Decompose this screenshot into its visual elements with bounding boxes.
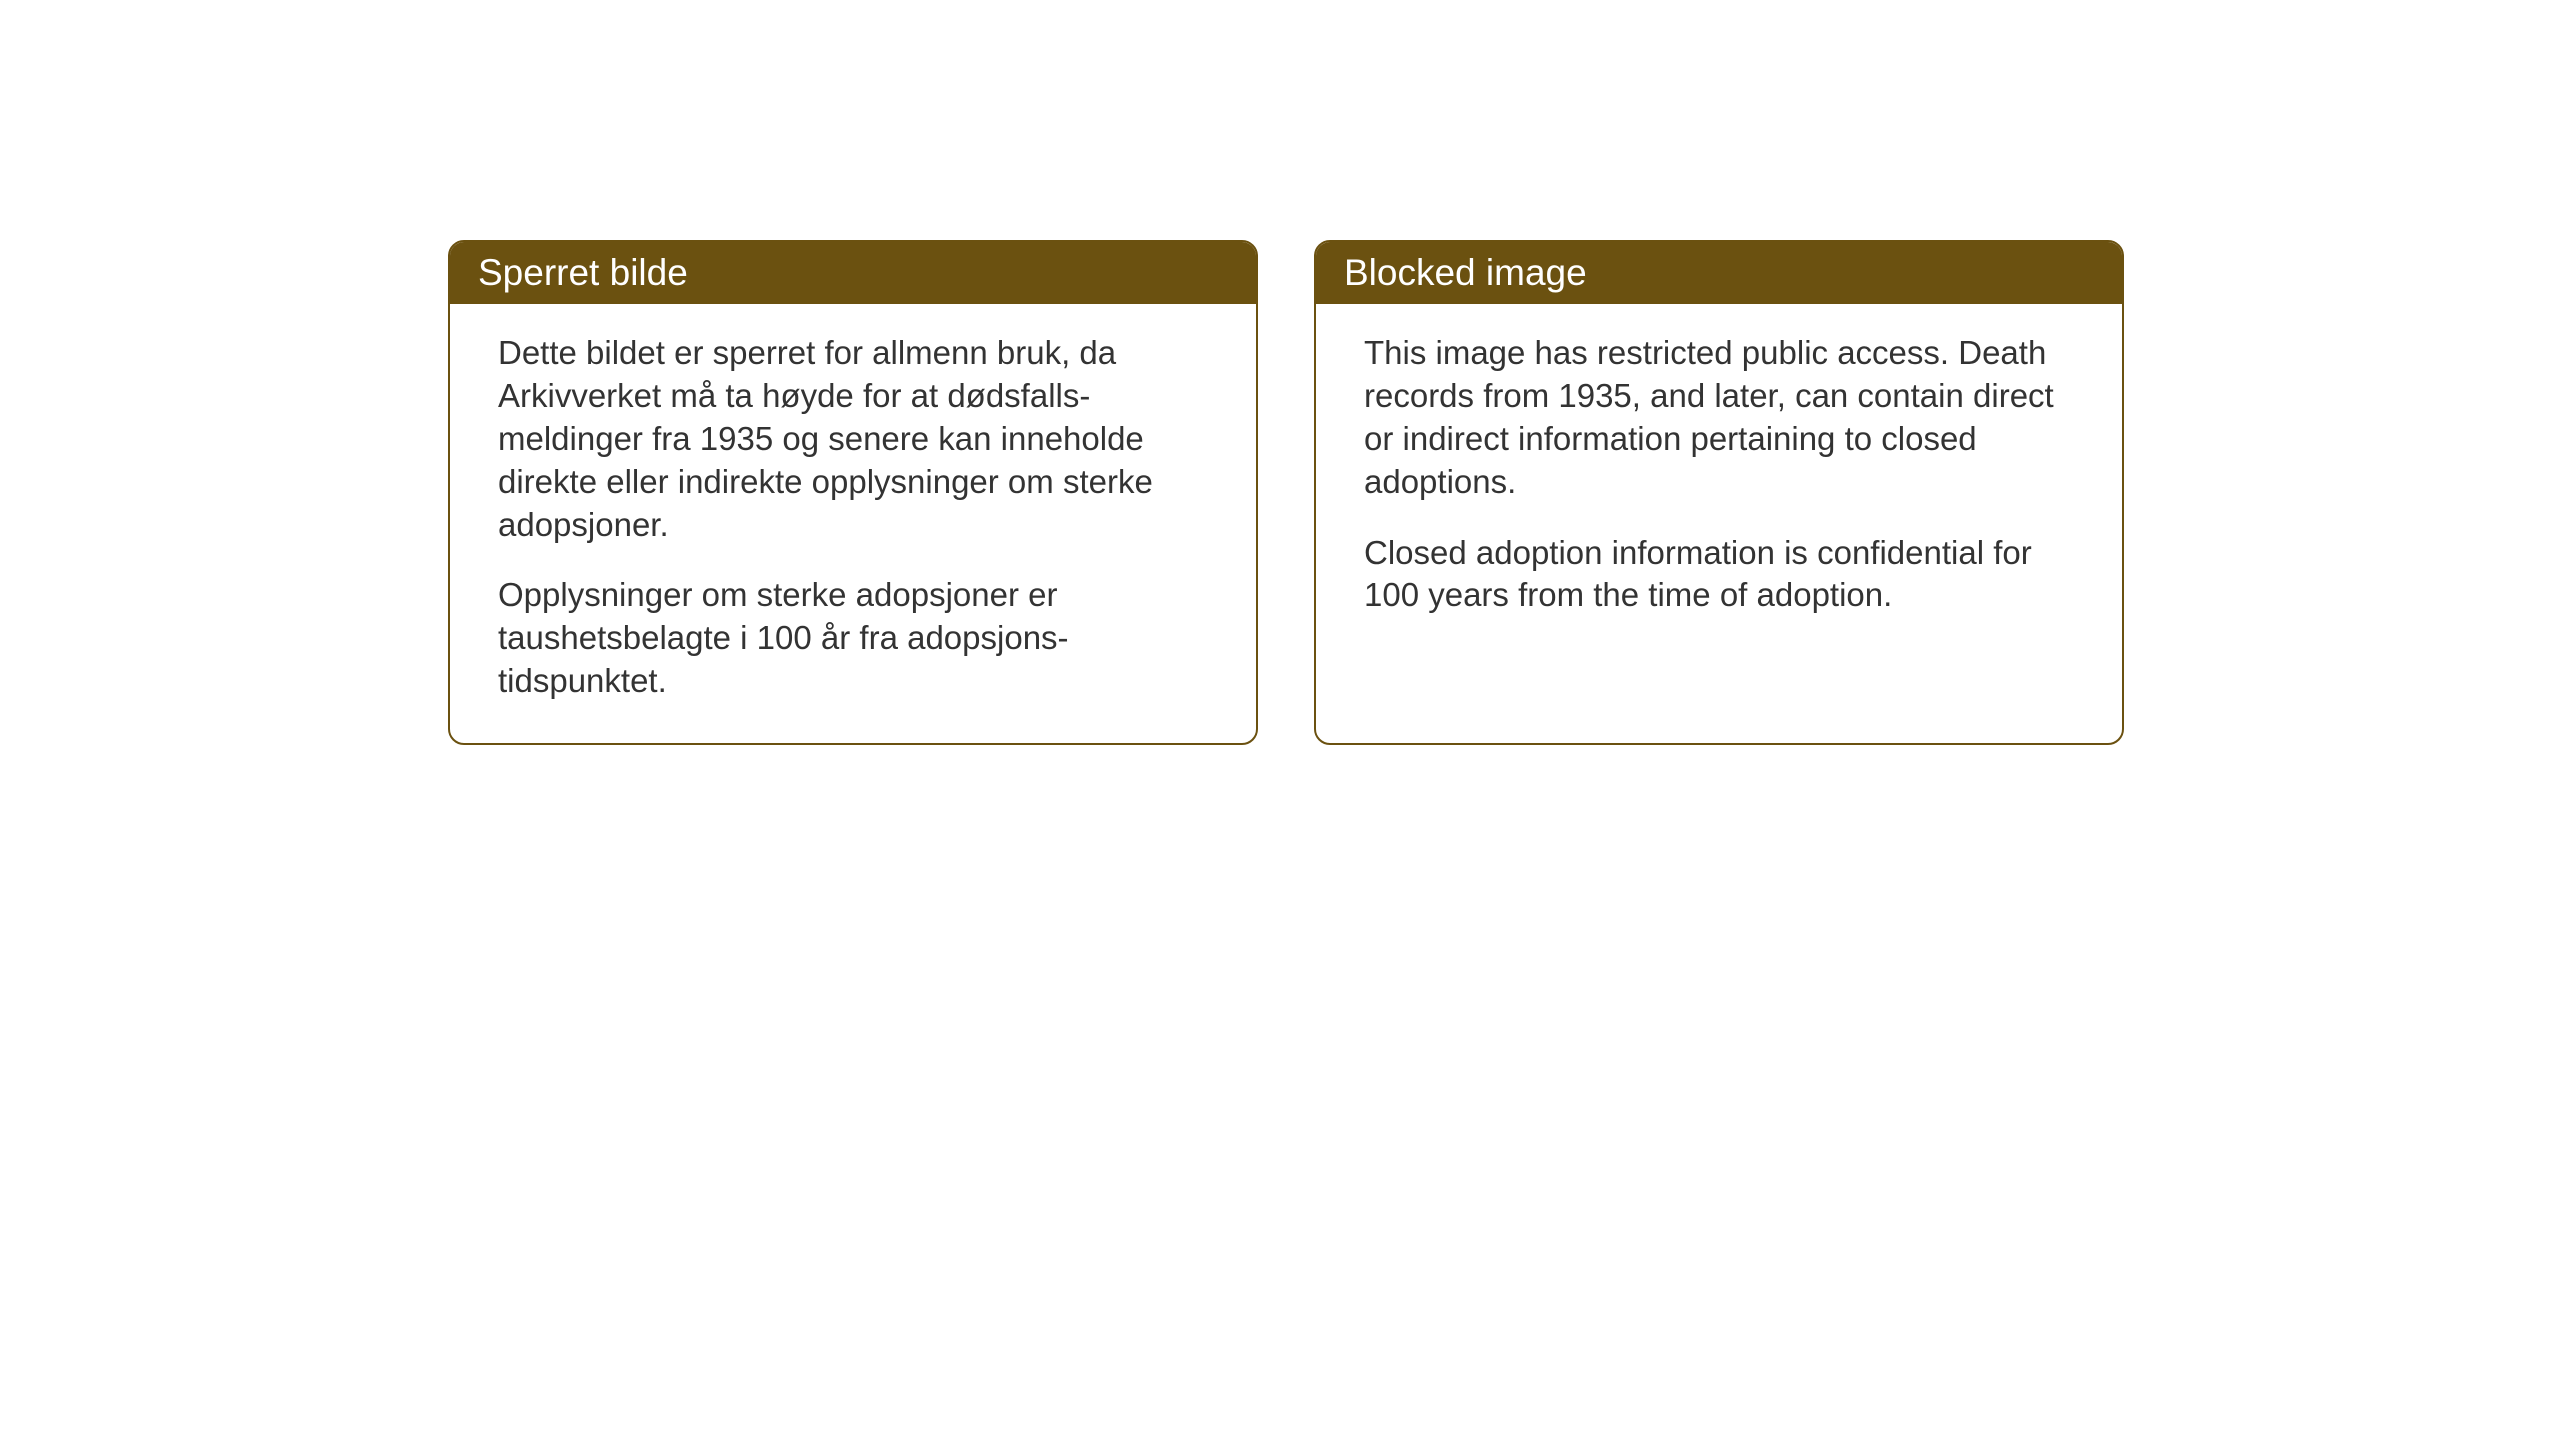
english-notice-card: Blocked image This image has restricted … [1314, 240, 2124, 745]
norwegian-paragraph-1: Dette bildet er sperret for allmenn bruk… [498, 332, 1208, 546]
english-card-title: Blocked image [1316, 242, 2122, 304]
english-paragraph-2: Closed adoption information is confident… [1364, 532, 2074, 618]
notice-container: Sperret bilde Dette bildet er sperret fo… [448, 240, 2124, 745]
norwegian-card-body: Dette bildet er sperret for allmenn bruk… [450, 304, 1256, 743]
norwegian-card-title: Sperret bilde [450, 242, 1256, 304]
english-card-body: This image has restricted public access.… [1316, 304, 2122, 657]
norwegian-notice-card: Sperret bilde Dette bildet er sperret fo… [448, 240, 1258, 745]
norwegian-paragraph-2: Opplysninger om sterke adopsjoner er tau… [498, 574, 1208, 703]
english-paragraph-1: This image has restricted public access.… [1364, 332, 2074, 504]
